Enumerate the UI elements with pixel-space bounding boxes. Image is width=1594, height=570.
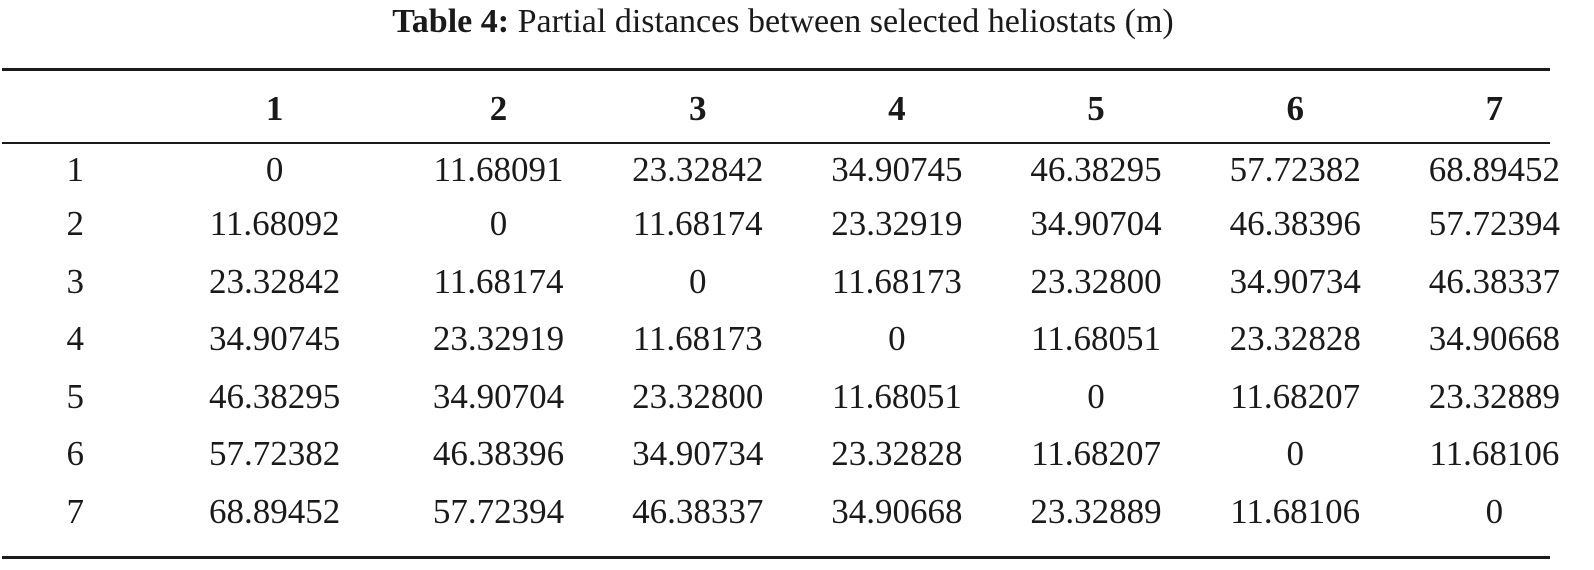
header-row: 1 2 3 4 5 6 7	[0, 80, 1594, 138]
table-cell: 46.38396	[432, 434, 565, 474]
row-label: 6	[66, 434, 84, 474]
table-cell: 11.68173	[632, 319, 763, 359]
table-cell: 23.32889	[1030, 491, 1162, 531]
table-cell: 0	[489, 204, 508, 244]
table-cell: 23.32889	[1428, 376, 1561, 416]
table-cell: 57.72394	[1428, 204, 1561, 244]
table-cell: 11.68174	[632, 204, 763, 244]
table-cell: 11.68106	[1230, 491, 1361, 531]
table-cell: 46.38295	[209, 376, 341, 416]
table-cell: 0	[265, 149, 284, 189]
table-cell: 57.72382	[1229, 149, 1361, 189]
table-row: 7 68.89452 57.72394 46.38337 34.90668 23…	[0, 483, 1594, 541]
table-cell: 0	[1485, 491, 1504, 531]
column-header: 6	[1286, 89, 1304, 128]
table-cell: 34.90668	[1428, 319, 1561, 359]
caption-label: Table 4:	[392, 3, 510, 40]
table-row: 6 57.72382 46.38396 34.90734 23.32828 11…	[0, 426, 1594, 484]
table-cell: 34.90704	[1030, 204, 1162, 244]
table-cell: 46.38295	[1030, 149, 1162, 189]
table-cell: 23.32842	[209, 261, 341, 301]
top-rule	[2, 68, 1550, 71]
table-cell: 34.90704	[432, 376, 565, 416]
table-row: 3 23.32842 11.68174 0 11.68173 23.32800 …	[0, 253, 1594, 311]
table-cell: 23.32828	[831, 434, 963, 474]
row-label: 5	[66, 376, 84, 416]
table-cell: 11.68051	[831, 376, 962, 416]
column-header: 1	[265, 89, 284, 128]
column-header: 7	[1485, 89, 1504, 128]
table-cell: 34.90734	[1229, 261, 1361, 301]
table-row: 2 11.68092 0 11.68174 23.32919 34.90704 …	[0, 196, 1594, 254]
table-cell: 57.72382	[209, 434, 341, 474]
row-label: 3	[66, 261, 84, 301]
header-rule	[2, 142, 1550, 144]
table-row: 4 34.90745 23.32919 11.68173 0 11.68051 …	[0, 311, 1594, 369]
table-cell: 11.68173	[831, 261, 962, 301]
bottom-rule	[2, 556, 1550, 559]
table-cell: 0	[688, 261, 707, 301]
row-label: 4	[66, 319, 84, 359]
table-cell: 23.32919	[432, 319, 565, 359]
table-cell: 23.32800	[632, 376, 764, 416]
table-cell: 34.90745	[831, 149, 963, 189]
table-cell: 0	[888, 319, 906, 359]
table-cell: 11.68207	[1230, 376, 1361, 416]
table-cell: 57.72394	[432, 491, 565, 531]
distance-table: 1 2 3 4 5 6 7 1 0 11.68091 23.32842 34.9…	[0, 80, 1594, 541]
table-cell: 46.38337	[632, 491, 764, 531]
column-header: 4	[888, 89, 906, 128]
table-cell: 23.32919	[831, 204, 963, 244]
table-cell: 23.32800	[1030, 261, 1162, 301]
caption-text: Partial distances between selected helio…	[517, 3, 1174, 40]
table-cell: 68.89452	[209, 491, 341, 531]
table-cell: 34.90668	[831, 491, 963, 531]
row-label: 2	[66, 204, 84, 244]
table-row: 1 0 11.68091 23.32842 34.90745 46.38295 …	[0, 138, 1594, 196]
table-row: 5 46.38295 34.90704 23.32800 11.68051 0 …	[0, 368, 1594, 426]
row-label: 1	[66, 149, 84, 189]
table-cell: 11.68092	[209, 204, 340, 244]
column-header: 3	[688, 89, 707, 128]
table-cell: 46.38396	[1229, 204, 1361, 244]
table-cell: 0	[1087, 376, 1105, 416]
table-cell: 34.90734	[632, 434, 764, 474]
table-caption: Table 4: Partial distances between selec…	[0, 0, 1566, 44]
table-cell: 68.89452	[1428, 149, 1561, 189]
column-header: 2	[489, 89, 508, 128]
table-cell: 11.68207	[1031, 434, 1162, 474]
table-cell: 11.68106	[1429, 434, 1560, 474]
corner-cell	[0, 80, 150, 138]
table-cell: 11.68174	[433, 261, 564, 301]
table-cell: 11.68051	[1031, 319, 1162, 359]
table-cell: 34.90745	[209, 319, 341, 359]
table-cell: 23.32828	[1229, 319, 1361, 359]
row-label: 7	[66, 491, 84, 531]
column-header: 5	[1087, 89, 1105, 128]
table-cell: 23.32842	[632, 149, 764, 189]
table-cell: 11.68091	[433, 149, 564, 189]
table-cell: 0	[1286, 434, 1304, 474]
table-cell: 46.38337	[1428, 261, 1561, 301]
